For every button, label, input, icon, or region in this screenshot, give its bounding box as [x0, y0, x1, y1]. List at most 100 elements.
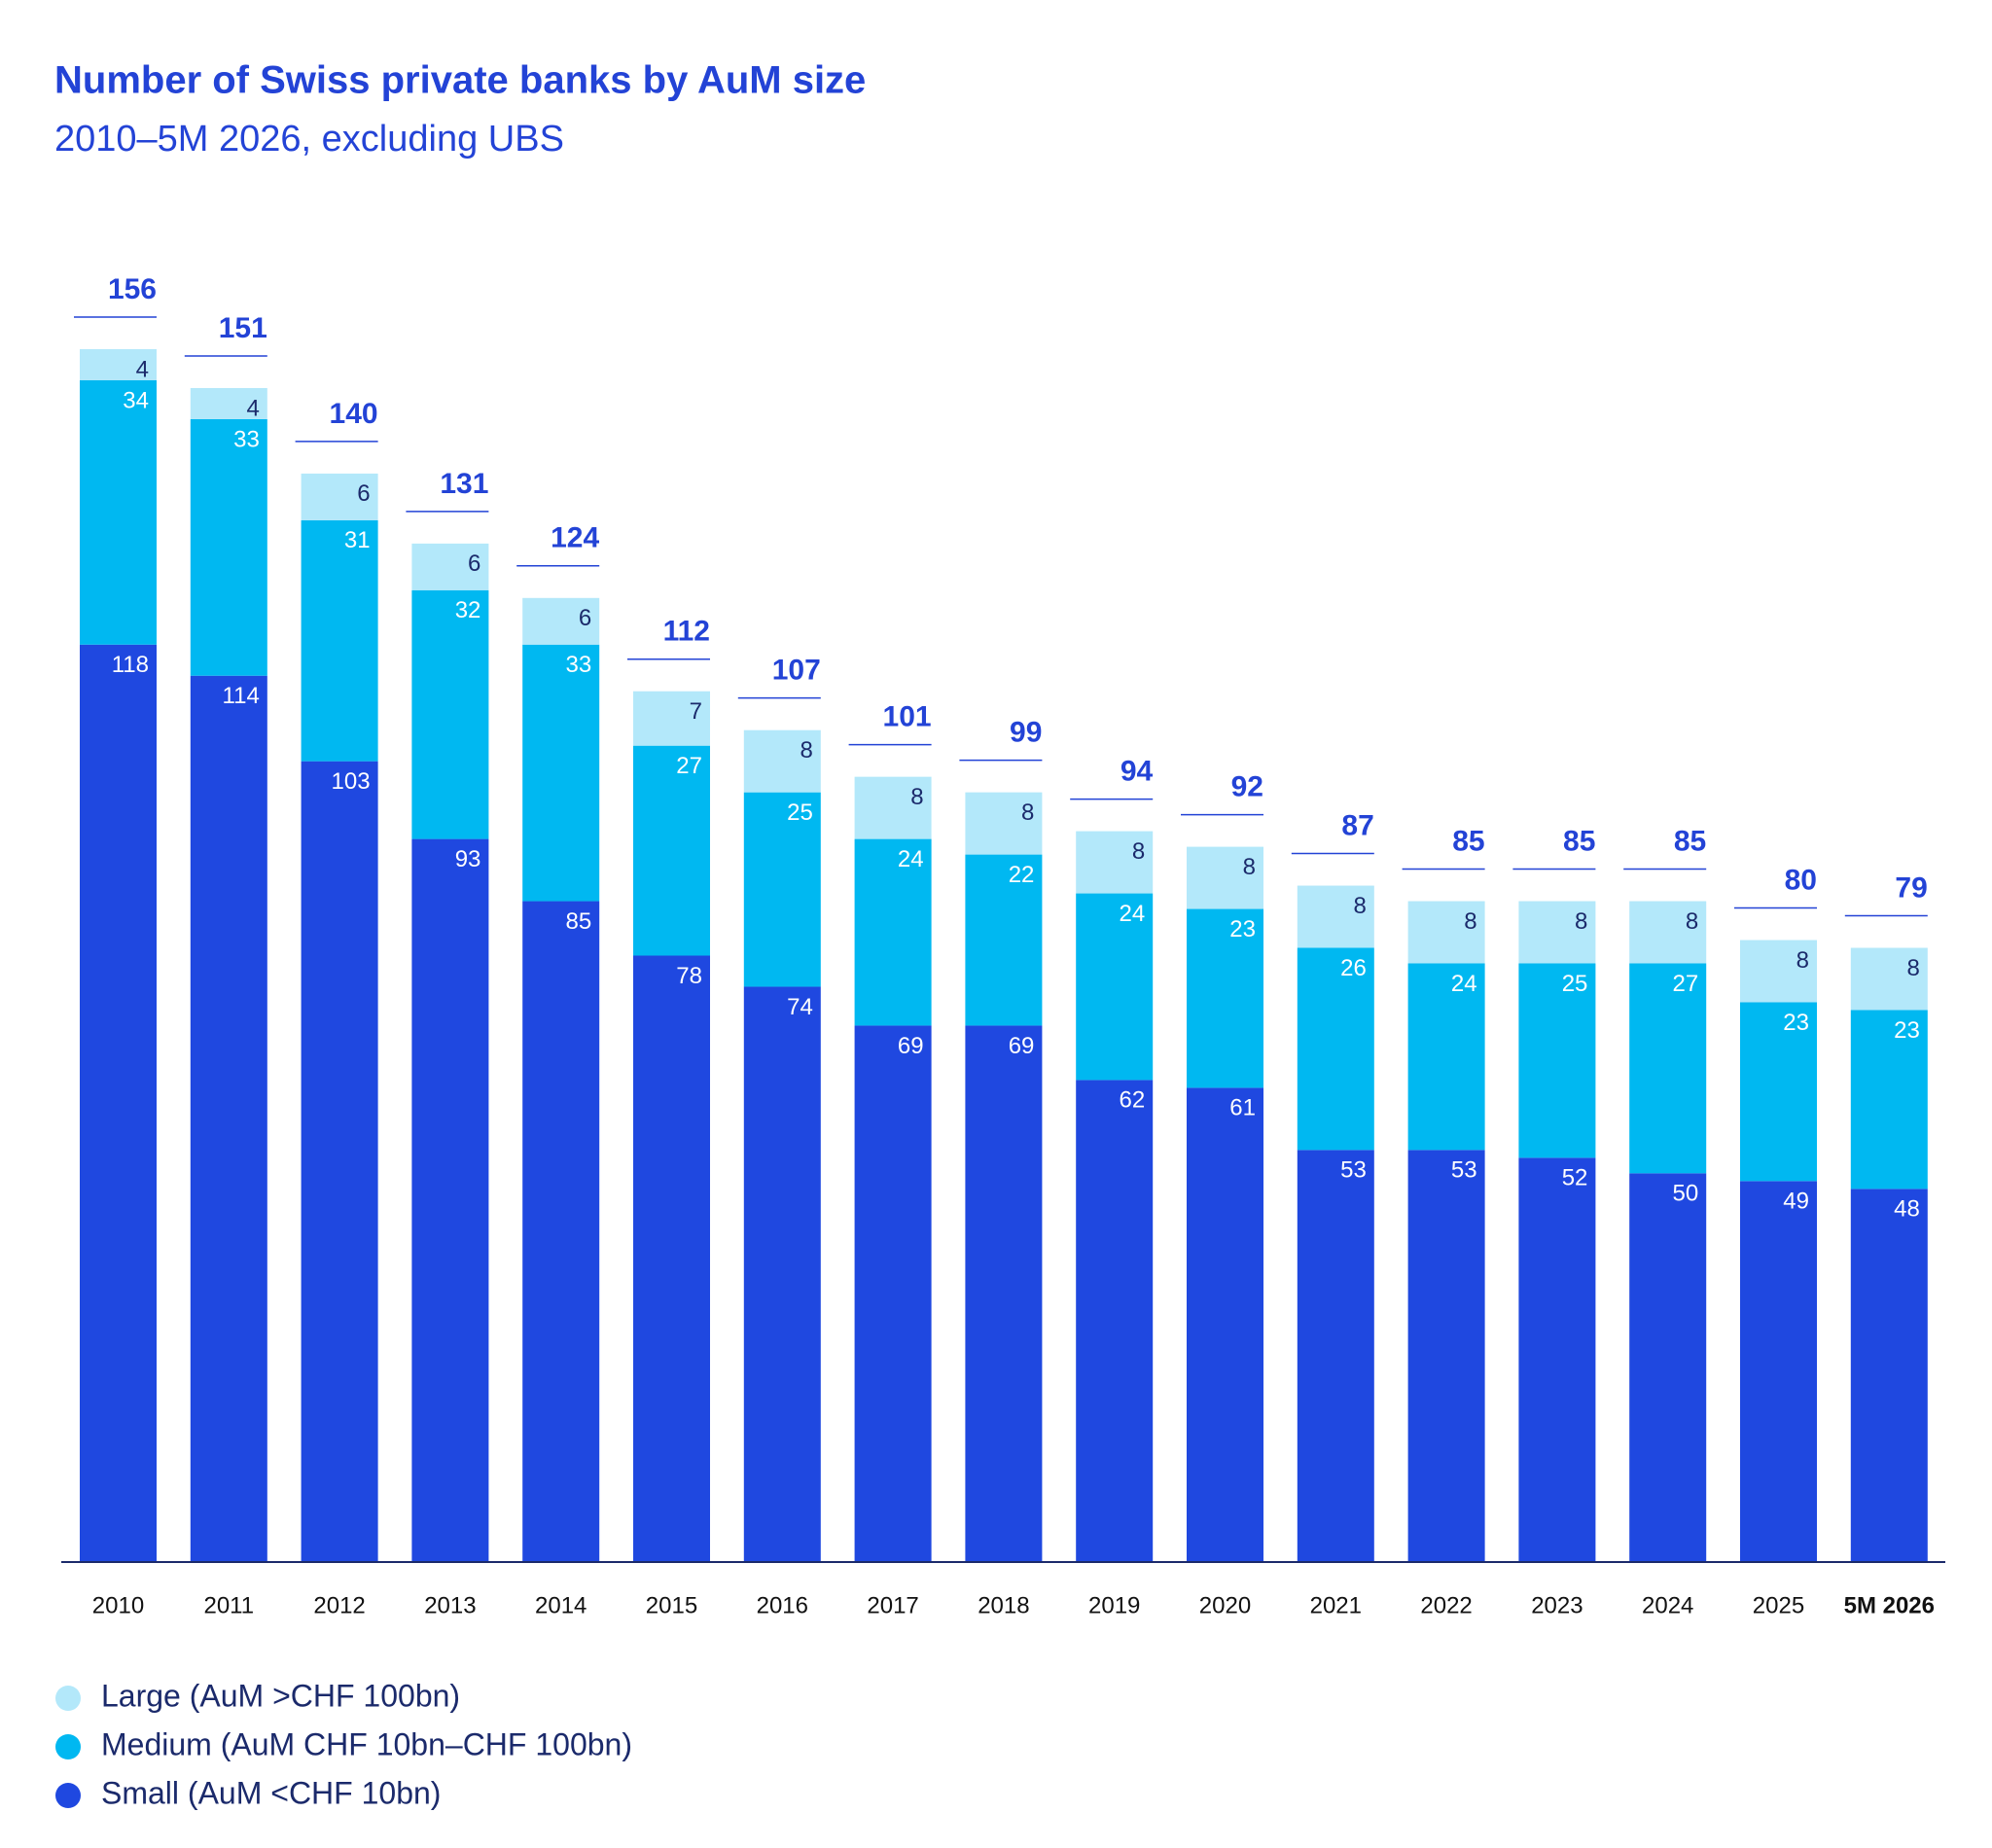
segment-label: 78 — [676, 963, 702, 989]
x-tick-label: 2025 — [1753, 1592, 1804, 1618]
segment-label: 50 — [1672, 1181, 1698, 1207]
segment-label: 25 — [787, 800, 813, 826]
bar-segment — [1740, 1002, 1817, 1182]
legend-swatch — [55, 1783, 81, 1808]
bar-segment — [1518, 901, 1596, 964]
total-label: 124 — [551, 522, 599, 554]
bar-segment — [411, 589, 489, 839]
bar-segment — [190, 387, 267, 419]
segment-label: 27 — [676, 753, 702, 779]
bar-segment — [1629, 901, 1707, 964]
bar-segment — [965, 1025, 1043, 1562]
total-label: 131 — [440, 468, 488, 500]
bar-segment — [1850, 947, 1928, 1011]
bar-segment — [1187, 1087, 1263, 1562]
total-label: 107 — [772, 655, 821, 687]
segment-label: 33 — [233, 426, 260, 452]
segment-label: 33 — [565, 652, 591, 678]
segment-label: 93 — [455, 846, 481, 872]
segment-label: 8 — [1686, 908, 1698, 935]
x-tick-label: 2021 — [1310, 1592, 1362, 1618]
bar-segment — [1407, 901, 1485, 964]
bar-segment — [411, 543, 489, 590]
bar-segment — [1740, 940, 1817, 1003]
segment-label: 8 — [910, 784, 923, 810]
legend-label: Small (AuM <CHF 10bn) — [101, 1775, 441, 1810]
x-tick-label: 2010 — [92, 1592, 144, 1618]
segment-label: 61 — [1229, 1095, 1256, 1121]
total-label: 79 — [1895, 871, 1927, 904]
bar-segment — [1076, 893, 1154, 1081]
segment-label: 53 — [1451, 1157, 1477, 1184]
total-label: 94 — [1120, 756, 1154, 788]
segment-label: 22 — [1009, 862, 1035, 888]
bar-segment — [854, 776, 932, 839]
segment-label: 85 — [565, 908, 591, 935]
segment-label: 8 — [1132, 838, 1145, 865]
x-tick-label: 2022 — [1420, 1592, 1472, 1618]
total-label: 85 — [1563, 825, 1595, 857]
segment-label: 74 — [787, 994, 813, 1020]
bar-segment — [80, 349, 157, 380]
bar-segment — [965, 854, 1043, 1026]
x-tick-label: 2016 — [757, 1592, 808, 1618]
bar-segment — [1518, 963, 1596, 1158]
segment-label: 24 — [898, 846, 924, 872]
bar-segment — [1407, 963, 1485, 1151]
segment-label: 6 — [468, 551, 480, 577]
bar-segment — [1629, 963, 1707, 1174]
total-label: 80 — [1785, 864, 1817, 896]
bar-segment — [522, 644, 600, 902]
bar-segment — [301, 473, 378, 520]
bar-segment — [190, 418, 267, 676]
segment-label: 7 — [690, 698, 702, 725]
segment-label: 49 — [1783, 1189, 1809, 1215]
bar-segment — [1187, 846, 1263, 909]
x-tick-label: 2018 — [978, 1592, 1029, 1618]
bar-segment — [743, 792, 821, 987]
chart-title: Number of Swiss private banks by AuM siz… — [54, 59, 866, 102]
segment-label: 114 — [223, 683, 260, 709]
legend-label: Medium (AuM CHF 10bn–CHF 100bn) — [101, 1726, 632, 1761]
x-tick-label: 2014 — [535, 1592, 587, 1618]
bar-segment — [1076, 1080, 1154, 1562]
bar-segment — [522, 901, 600, 1562]
total-label: 101 — [883, 701, 932, 733]
x-tick-label: 2015 — [646, 1592, 697, 1618]
segment-label: 34 — [123, 387, 149, 413]
bar-segment — [80, 379, 157, 645]
total-label: 87 — [1341, 809, 1373, 841]
segment-label: 24 — [1119, 901, 1145, 927]
bar-segment — [1629, 1173, 1707, 1562]
bar-segment — [854, 1025, 932, 1562]
segment-label: 69 — [1009, 1033, 1035, 1059]
segment-label: 23 — [1894, 1017, 1920, 1044]
bar-segment — [1518, 1157, 1596, 1562]
x-tick-label: 2012 — [313, 1592, 365, 1618]
segment-label: 24 — [1451, 971, 1477, 997]
segment-label: 32 — [455, 597, 481, 623]
segment-label: 8 — [1243, 854, 1256, 880]
bar-segment — [411, 838, 489, 1562]
segment-label: 23 — [1783, 1010, 1809, 1036]
segment-label: 103 — [332, 768, 371, 795]
segment-label: 6 — [357, 480, 370, 507]
segment-label: 8 — [1464, 908, 1476, 935]
segment-label: 26 — [1340, 955, 1367, 981]
segment-label: 8 — [1906, 955, 1919, 981]
total-label: 92 — [1231, 771, 1263, 803]
segment-label: 8 — [1796, 947, 1809, 974]
segment-label: 53 — [1340, 1157, 1367, 1184]
total-label: 156 — [108, 273, 157, 305]
bar-segment — [1850, 1010, 1928, 1190]
segment-label: 31 — [344, 527, 371, 553]
bar-segment — [854, 838, 932, 1026]
total-label: 151 — [219, 312, 267, 344]
x-tick-label: 5M 2026 — [1844, 1592, 1935, 1618]
bar-segment — [301, 761, 378, 1562]
x-tick-label: 2013 — [424, 1592, 476, 1618]
bar-segment — [301, 519, 378, 762]
segment-label: 118 — [112, 652, 149, 678]
